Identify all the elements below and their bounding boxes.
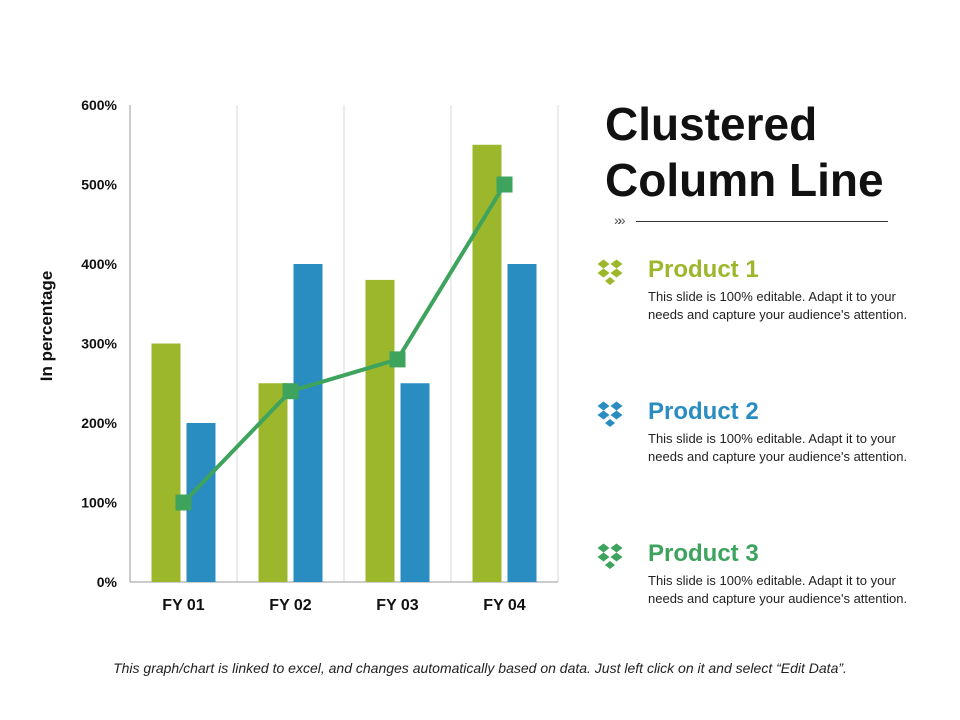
dropbox-icon-shape: [610, 410, 623, 420]
bar-product-1-3: [365, 279, 395, 582]
y-tick-label: 100%: [81, 495, 117, 511]
product-3-name: Product 3: [648, 540, 759, 567]
y-tick-label: 400%: [81, 256, 117, 272]
bar-product-2-3: [400, 383, 430, 582]
y-tick-label: 300%: [81, 336, 117, 352]
product-3-description: This slide is 100% editable. Adapt it to…: [648, 573, 908, 606]
bar-product-1-4: [472, 144, 502, 582]
page-title: Clustered Column Line: [605, 98, 884, 206]
x-tick-label: FY 04: [483, 597, 526, 614]
dropbox-icon: [597, 401, 623, 427]
footnote: This graph/chart is linked to excel, and…: [113, 660, 847, 676]
dropbox-icon-shape: [610, 401, 623, 411]
dropbox-icon-shape: [597, 268, 610, 278]
y-tick-label: 200%: [81, 415, 117, 431]
title-divider: »»: [614, 212, 890, 231]
dropbox-icon-shape: [610, 543, 623, 553]
dropbox-icon-shape: [610, 268, 623, 278]
product-2-description: This slide is 100% editable. Adapt it to…: [648, 431, 908, 464]
line-marker-3: [389, 351, 406, 368]
bar-product-2-2: [293, 264, 323, 582]
chart-bars: [151, 144, 537, 582]
dropbox-icon-shape: [597, 259, 610, 269]
x-tick-label: FY 01: [162, 597, 205, 614]
line-marker-4: [496, 176, 513, 193]
clustered-column-line-chart: 0%100%200%300%400%500%600% FY 01 FY 02 FY …: [37, 97, 559, 614]
y-tick-label: 0%: [97, 574, 118, 590]
product-1-name: Product 1: [648, 256, 759, 283]
y-axis-tick-labels: 0% 100% 200% 300% 400% 500% 600%: [81, 97, 117, 590]
line-product-3: [182, 183, 507, 504]
dropbox-icon: [597, 259, 623, 285]
y-tick-label: 500%: [81, 177, 117, 193]
divider-rule: [636, 221, 888, 222]
line-marker-2: [282, 383, 299, 400]
product-2-name: Product 2: [648, 398, 759, 425]
dropbox-icon-shape: [610, 552, 623, 562]
chart-line-series: [175, 176, 513, 511]
line-marker-1: [175, 494, 192, 511]
dropbox-icon-shape: [605, 419, 615, 427]
product-1-description: This slide is 100% editable. Adapt it to…: [648, 289, 908, 322]
bar-product-1-2: [258, 383, 288, 582]
dropbox-icon-shape: [597, 543, 610, 553]
dropbox-icon: [597, 543, 623, 569]
dropbox-icon-shape: [605, 277, 615, 285]
y-tick-label: 600%: [81, 97, 117, 113]
dropbox-icon-shape: [610, 259, 623, 269]
x-axis-tick-labels: FY 01 FY 02 FY 03 FY 04: [162, 597, 526, 614]
dropbox-icon-shape: [597, 552, 610, 562]
x-tick-label: FY 02: [269, 597, 312, 614]
x-tick-label: FY 03: [376, 597, 419, 614]
dropbox-icon-shape: [597, 410, 610, 420]
dropbox-icon-shape: [597, 401, 610, 411]
chevron-right-icon: »»: [614, 212, 625, 228]
bar-product-1-1: [151, 343, 181, 582]
y-axis-label: In percentage: [37, 271, 56, 382]
bar-product-2-4: [507, 264, 537, 582]
dropbox-icon-shape: [605, 561, 615, 569]
